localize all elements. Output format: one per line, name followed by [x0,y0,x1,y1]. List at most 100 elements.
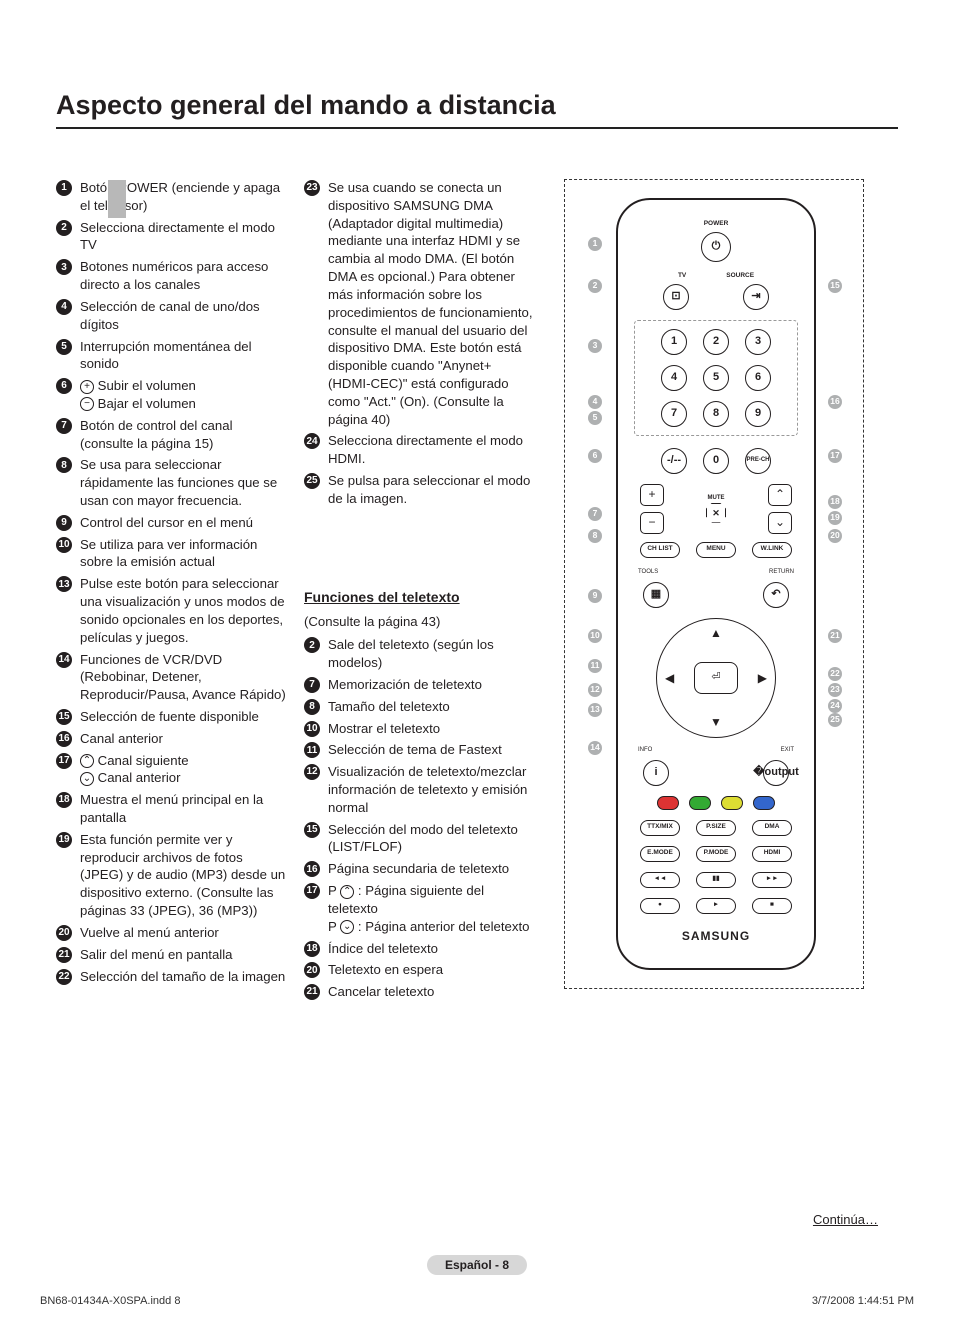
emode-button[interactable]: E.MODE [640,846,680,862]
psize-button[interactable]: P.SIZE [696,820,736,836]
hdmi-button[interactable]: HDMI [752,846,792,862]
color-button-3[interactable] [753,796,775,810]
num-2-button[interactable]: 2 [703,329,729,355]
dash-button[interactable]: -/-- [661,448,687,474]
item-5: 5Interrupción momentánea del sonido [56,338,286,374]
-button[interactable]: ◄◄ [640,872,680,888]
item-number: 9 [56,515,72,531]
-button[interactable]: ► [696,898,736,914]
callout-23: 23 [828,683,842,697]
ch-up-button[interactable]: ⌃ [768,484,792,506]
num-8-button[interactable]: 8 [703,401,729,427]
item-7: 7Botón de control del canal (consulte la… [56,417,286,453]
down-icon: ⌄ [340,920,354,934]
mute-button[interactable]: ✕ [706,503,726,523]
return-button[interactable]: ↶ [763,582,789,608]
item-17: 17⌃ Canal siguiente⌄ Canal anterior [56,752,286,788]
exit-label: EXIT [781,746,794,754]
-button[interactable]: ►► [752,872,792,888]
dpad-up[interactable]: ▲ [710,625,722,641]
item-text: Selección del modo del teletexto (LIST/F… [328,821,536,857]
callout-9: 9 [588,589,602,603]
item-text: Cancelar teletexto [328,983,536,1001]
callout-22: 22 [828,667,842,681]
color-button-1[interactable] [689,796,711,810]
callout-10: 10 [588,629,602,643]
item-6: 6+ Subir el volumen− Bajar el volumen [56,377,286,413]
item-text: Pulse este botón para seleccionar una vi… [80,575,286,646]
up-icon: ⌃ [340,885,354,899]
item-4: 4Selección de canal de uno/dos dígitos [56,298,286,334]
callout-15: 15 [828,279,842,293]
item-text: + Subir el volumen− Bajar el volumen [80,377,286,413]
-button[interactable]: ■ [752,898,792,914]
item-number: 13 [56,576,72,592]
chlist-button[interactable]: CH LIST [640,542,680,558]
num-9-button[interactable]: 9 [745,401,771,427]
callout-12: 12 [588,683,602,697]
color-button-0[interactable] [657,796,679,810]
item-number: 5 [56,339,72,355]
mute-label: MUTE [708,494,725,502]
num-3-button[interactable]: 3 [745,329,771,355]
item-number: 8 [56,457,72,473]
info-button[interactable]: i [643,760,669,786]
callout-24: 24 [828,699,842,713]
num-6-button[interactable]: 6 [745,365,771,391]
-button[interactable]: ▮▮ [696,872,736,888]
power-button[interactable]: ⏻ [701,232,731,262]
vol-up-button[interactable]: + [640,484,664,506]
color-button-2[interactable] [721,796,743,810]
tools-button[interactable]: ▦ [643,582,669,608]
callout-18: 18 [828,495,842,509]
teletext-header: Funciones del teletexto [304,588,536,607]
vol-down-button[interactable]: − [640,512,664,534]
color-buttons [634,796,798,810]
item-number: 2 [56,220,72,236]
menu-button[interactable]: MENU [696,542,736,558]
label-tv: TV [678,272,686,281]
plus-icon: + [80,380,94,394]
-button[interactable]: ● [640,898,680,914]
column-1: 1Botón POWER (enciende y apaga el televi… [56,179,286,1005]
item-3: 3Botones numéricos para acceso directo a… [56,258,286,294]
zero-button[interactable]: 0 [703,448,729,474]
enter-button[interactable]: ⏎ [694,662,738,694]
exit-button[interactable]: �output [763,760,789,786]
item-text: Se usa para seleccionar rápidamente las … [80,456,286,509]
num-5-button[interactable]: 5 [703,365,729,391]
dpad-right[interactable]: ▶ [758,670,767,686]
remote-outline: POWER ⏻ TV SOURCE ⊡ ⇥ 123456789 -/-- [616,198,816,970]
tv-button[interactable]: ⊡ [663,284,689,310]
num-7-button[interactable]: 7 [661,401,687,427]
item-number: 8 [304,699,320,715]
num-4-button[interactable]: 4 [661,365,687,391]
ttxmix-button[interactable]: TTX/MIX [640,820,680,836]
dpad-down[interactable]: ▼ [710,714,722,730]
item-text: Tamaño del teletexto [328,698,536,716]
item-8: 8 Se usa para seleccionar rápidamente las… [56,456,286,509]
item-18: 18Índice del teletexto [304,940,536,958]
dma-button[interactable]: DMA [752,820,792,836]
item-text: Botones numéricos para acceso directo a … [80,258,286,294]
source-button[interactable]: ⇥ [743,284,769,310]
item-15: 15Selección de fuente disponible [56,708,286,726]
page-badge: Español - 8 [427,1255,527,1275]
pmode-button[interactable]: P.MODE [696,846,736,862]
dpad-ring[interactable]: ▲ ▼ ◀ ▶ ⏎ [656,618,776,738]
item-16: 16Página secundaria de teletexto [304,860,536,878]
item-15: 15Selección del modo del teletexto (LIST… [304,821,536,857]
label-power: POWER [634,220,798,229]
wlink-button[interactable]: W.LINK [752,542,792,558]
item-number: 21 [56,947,72,963]
item-10: 10Se utiliza para ver información sobre … [56,536,286,572]
item-text: Índice del teletexto [328,940,536,958]
ch-down-button[interactable]: ⌄ [768,512,792,534]
num-1-button[interactable]: 1 [661,329,687,355]
down-icon: ⌄ [80,772,94,786]
item-number: 17 [56,753,72,769]
dpad-left[interactable]: ◀ [665,670,674,686]
prech-button[interactable]: PRE-CH [745,448,771,474]
item-number: 11 [304,742,320,758]
callout-3: 3 [588,339,602,353]
